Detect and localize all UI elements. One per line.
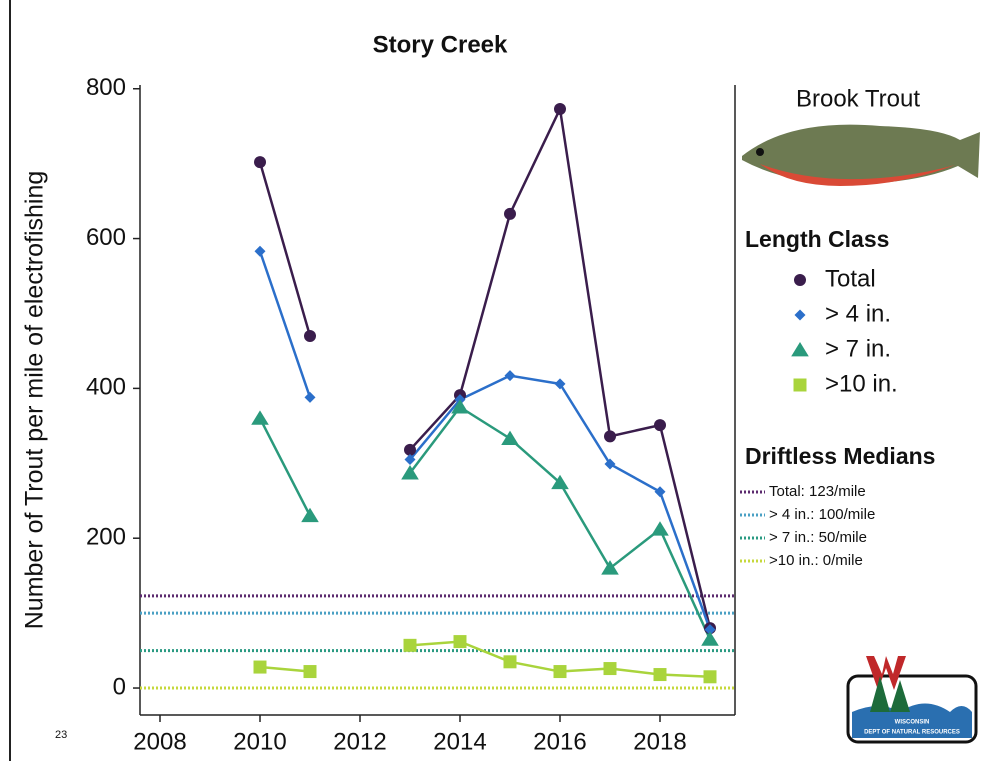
data-point bbox=[704, 624, 716, 636]
data-point bbox=[651, 521, 669, 536]
x-tick-label: 2010 bbox=[233, 728, 286, 755]
data-point bbox=[304, 329, 316, 342]
data-point bbox=[703, 670, 717, 684]
median-legend-label: Total: 123/mile bbox=[769, 483, 866, 500]
logo-line2: DEPT OF NATURAL RESOURCES bbox=[864, 730, 960, 736]
marker bbox=[794, 274, 806, 286]
logo-line1: WISCONSIN bbox=[895, 720, 930, 726]
legend-title: Length Class bbox=[745, 226, 889, 252]
dnr-logo: WISCONSIN DEPT OF NATURAL RESOURCES bbox=[846, 656, 978, 744]
data-point bbox=[504, 370, 516, 382]
median-legend-label: > 7 in.: 50/mile bbox=[769, 529, 867, 546]
legend-label: > 4 in. bbox=[825, 300, 891, 327]
series-line bbox=[259, 640, 711, 679]
y-tick-label: 0 bbox=[113, 673, 126, 700]
median-legend-label: >10 in.: 0/mile bbox=[769, 552, 863, 569]
x-tick-label: 2012 bbox=[333, 728, 386, 755]
data-point bbox=[404, 443, 416, 456]
data-point bbox=[304, 391, 316, 403]
data-point bbox=[654, 486, 666, 498]
y-axis-label: Number of Trout per mile of electrofishi… bbox=[21, 171, 49, 630]
y-tick-label: 200 bbox=[86, 524, 126, 551]
data-point bbox=[503, 655, 517, 669]
y-tick-label: 600 bbox=[86, 224, 126, 251]
data-point bbox=[254, 156, 266, 169]
series-line bbox=[258, 405, 712, 640]
data-point bbox=[554, 102, 566, 115]
x-tick-label: 2016 bbox=[533, 728, 586, 755]
marker bbox=[793, 378, 807, 392]
x-tick-label: 2018 bbox=[633, 728, 686, 755]
y-tick-label: 800 bbox=[86, 74, 126, 101]
data-point bbox=[251, 410, 269, 425]
data-point bbox=[553, 665, 567, 679]
fish-illustration bbox=[742, 124, 980, 186]
data-point bbox=[301, 507, 319, 523]
x-tick-label: 2014 bbox=[433, 728, 486, 755]
series-line bbox=[258, 104, 712, 629]
data-point bbox=[404, 454, 416, 466]
data-point bbox=[551, 474, 569, 490]
data-point bbox=[401, 465, 419, 480]
data-point bbox=[554, 378, 566, 390]
x-tick-label: 2008 bbox=[133, 728, 186, 755]
data-point bbox=[654, 419, 666, 432]
marker bbox=[794, 309, 806, 321]
data-point bbox=[603, 662, 617, 676]
data-point bbox=[504, 207, 516, 220]
data-point bbox=[403, 638, 417, 652]
page-number: 23 bbox=[55, 729, 67, 741]
median-legend-label: > 4 in.: 100/mile bbox=[769, 506, 875, 523]
data-point bbox=[254, 245, 266, 257]
species-label: Brook Trout bbox=[796, 85, 920, 112]
medians-title: Driftless Medians bbox=[745, 443, 935, 469]
data-point bbox=[451, 399, 469, 414]
y-tick-label: 400 bbox=[86, 374, 126, 401]
data-point bbox=[501, 430, 519, 445]
legend-label: >10 in. bbox=[825, 370, 898, 397]
data-point bbox=[303, 665, 317, 679]
legend-label: Total bbox=[825, 265, 876, 292]
data-point bbox=[453, 635, 467, 649]
data-point bbox=[653, 668, 667, 682]
data-point bbox=[604, 430, 616, 443]
data-point bbox=[701, 631, 719, 646]
data-point bbox=[601, 560, 619, 575]
legend-label: > 7 in. bbox=[825, 335, 891, 362]
chart-title: Story Creek bbox=[373, 31, 508, 58]
data-point bbox=[253, 660, 267, 674]
data-point bbox=[604, 458, 616, 470]
marker bbox=[791, 342, 809, 357]
